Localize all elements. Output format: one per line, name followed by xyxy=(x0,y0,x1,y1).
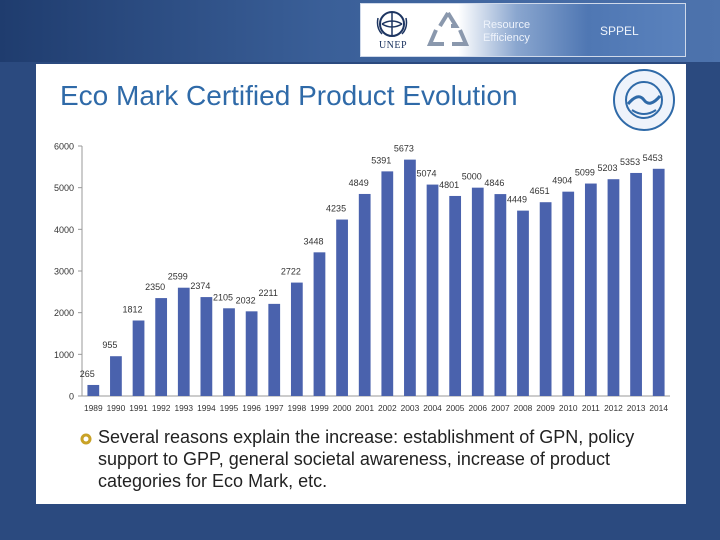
y-tick-label: 3000 xyxy=(54,267,74,277)
y-tick-label: 2000 xyxy=(54,308,74,318)
bar-chart: 0100020003000400050006000265198995519901… xyxy=(54,142,670,413)
y-tick-label: 0 xyxy=(69,392,74,402)
bar xyxy=(358,193,371,396)
data-label: 5453 xyxy=(643,153,663,163)
bar xyxy=(652,168,665,396)
x-tick-label: 2011 xyxy=(582,403,600,413)
x-tick-label: 2005 xyxy=(446,403,465,413)
x-tick-label: 1990 xyxy=(107,403,126,413)
data-label: 5353 xyxy=(620,157,640,167)
bar xyxy=(630,172,642,396)
bar xyxy=(155,298,168,396)
x-tick-label: 2013 xyxy=(627,403,646,413)
bar xyxy=(584,183,597,396)
x-tick-label: 2014 xyxy=(649,403,668,413)
x-tick-label: 1991 xyxy=(129,403,148,413)
bar xyxy=(313,252,326,396)
bar xyxy=(449,195,462,396)
x-tick-label: 2001 xyxy=(355,403,374,413)
recycle-icon xyxy=(426,11,470,46)
x-tick-label: 1997 xyxy=(265,403,284,413)
data-label: 2105 xyxy=(213,292,233,302)
data-label: 2350 xyxy=(145,282,165,292)
x-tick-label: 1989 xyxy=(84,403,103,413)
bar xyxy=(110,356,122,396)
x-tick-label: 1996 xyxy=(242,403,261,413)
bar xyxy=(404,159,416,396)
bar xyxy=(471,187,484,396)
data-label: 4449 xyxy=(507,195,527,205)
x-tick-label: 2010 xyxy=(559,403,578,413)
logo-banner xyxy=(360,3,686,57)
bar xyxy=(223,308,235,396)
bar xyxy=(177,287,190,396)
x-tick-label: 2009 xyxy=(536,403,555,413)
unep-globe-icon xyxy=(376,11,408,37)
x-tick-label: 2000 xyxy=(333,403,352,413)
x-tick-label: 1994 xyxy=(197,403,216,413)
bullet-icon xyxy=(80,433,92,445)
data-label: 4651 xyxy=(530,186,550,196)
bar xyxy=(336,219,348,396)
y-tick-label: 1000 xyxy=(54,350,74,360)
data-label: 1812 xyxy=(123,305,143,315)
x-tick-label: 1998 xyxy=(288,403,307,413)
bar xyxy=(290,282,303,396)
data-label: 4849 xyxy=(349,178,369,188)
data-label: 5391 xyxy=(371,155,391,165)
x-tick-label: 2004 xyxy=(423,403,442,413)
x-tick-label: 2007 xyxy=(491,403,510,413)
resource-line: Resource xyxy=(483,19,531,31)
resource-efficiency-label: Resource Efficiency xyxy=(483,19,553,45)
data-label: 4846 xyxy=(484,178,504,188)
efficiency-line: Efficiency xyxy=(483,32,530,44)
x-tick-label: 2002 xyxy=(378,403,397,413)
bar xyxy=(539,202,552,396)
data-label: 5673 xyxy=(394,144,414,154)
bar xyxy=(132,320,145,396)
data-label: 265 xyxy=(80,369,95,379)
data-label: 4801 xyxy=(439,180,459,190)
data-label: 3448 xyxy=(303,236,323,246)
bar xyxy=(200,297,213,396)
x-tick-label: 2008 xyxy=(514,403,533,413)
data-label: 2211 xyxy=(259,288,278,298)
bar xyxy=(87,384,100,396)
y-tick-label: 4000 xyxy=(54,225,74,235)
sppel-label: SPPEL xyxy=(600,24,639,38)
data-label: 5099 xyxy=(575,168,595,178)
bar xyxy=(268,303,281,396)
bar xyxy=(562,191,575,396)
bar xyxy=(494,194,507,396)
x-tick-label: 2012 xyxy=(604,403,623,413)
data-label: 5203 xyxy=(597,163,617,173)
x-tick-label: 1992 xyxy=(152,403,171,413)
x-tick-label: 1995 xyxy=(220,403,239,413)
bullet-text: Several reasons explain the increase: es… xyxy=(98,427,635,491)
data-label: 955 xyxy=(102,340,117,350)
eco-mark-badge-icon xyxy=(613,69,675,131)
data-label: 2032 xyxy=(236,295,256,305)
bar xyxy=(607,179,620,396)
data-label: 5074 xyxy=(417,169,437,179)
x-tick-label: 1999 xyxy=(310,403,329,413)
data-label: 2722 xyxy=(281,267,301,277)
data-label: 2374 xyxy=(190,281,210,291)
bar xyxy=(517,210,529,396)
data-label: 2599 xyxy=(168,272,188,282)
data-label: 4904 xyxy=(552,176,572,186)
x-tick-label: 2006 xyxy=(468,403,487,413)
x-tick-label: 2003 xyxy=(401,403,420,413)
data-label: 5000 xyxy=(462,172,482,182)
unep-logo-text: UNEP xyxy=(378,40,408,51)
x-tick-label: 1993 xyxy=(174,403,193,413)
y-tick-label: 6000 xyxy=(54,142,74,152)
slide-title: Eco Mark Certified Product Evolution xyxy=(60,80,518,111)
y-tick-label: 5000 xyxy=(54,183,74,193)
bar xyxy=(381,171,394,396)
bar xyxy=(245,311,258,396)
bar xyxy=(426,184,439,396)
data-label: 4235 xyxy=(326,204,346,214)
